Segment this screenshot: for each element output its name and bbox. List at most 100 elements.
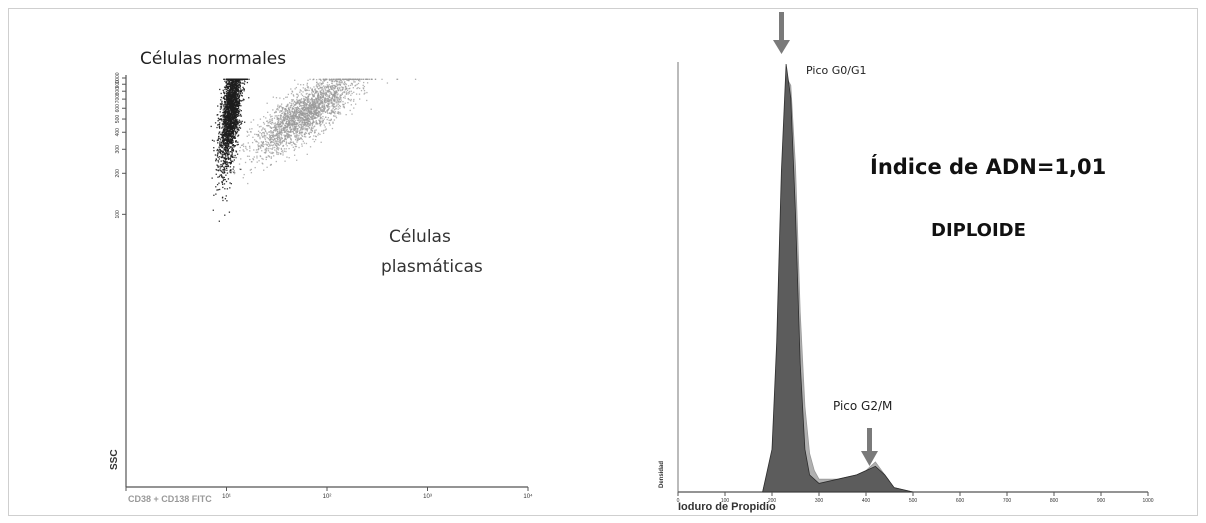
scatter-point [228,145,230,147]
scatter-point [234,119,236,121]
scatter-point [332,106,335,108]
scatter-point [287,107,290,110]
scatter-point [309,123,312,125]
scatter-point [317,107,319,109]
scatter-point [291,119,294,121]
scatter-point [297,139,299,142]
scatter-point [282,123,285,125]
scatter-point [333,86,335,89]
scatter-point [229,112,231,115]
scatter-point [223,161,225,163]
scatter-point [236,115,238,117]
scatter-point [366,78,369,80]
scatter-point [326,109,329,111]
scatter-point [233,93,235,95]
scatter-point [336,87,339,90]
scatter-point [233,156,235,159]
scatter-point [286,126,289,129]
scatter-point [296,123,299,125]
scatter-point [296,107,299,109]
scatter-point [225,152,227,154]
scatter-point [240,110,242,112]
scatter-point [335,117,338,119]
scatter-point [227,111,229,113]
scatter-point [239,127,242,129]
scatter-point [316,87,318,89]
scatter-point [303,116,305,119]
scatter-point [290,92,293,95]
scatter-point [213,194,215,196]
scatter-point [237,135,239,137]
scatter-point [244,78,246,80]
scatter-point [330,93,333,95]
scatter-point [233,103,235,105]
scatter-point [287,131,289,133]
scatter-point [286,156,288,158]
scatter-point [262,142,264,145]
scatter-point [231,96,233,99]
scatter-point [287,112,289,114]
scatter-point [217,176,219,178]
scatter-point [220,156,223,159]
scatter-point [320,84,322,86]
scatter-point [307,123,310,125]
scatter-point [272,147,274,149]
scatter-point [226,152,228,155]
scatter-point [230,154,232,156]
scatter-point [363,81,365,84]
scatter-point [314,138,317,141]
scatter-point [302,84,305,86]
scatter-point [323,99,325,101]
scatter-point [225,107,227,109]
scatter-point [232,136,234,138]
scatter-point [227,102,229,105]
scatter-point [335,96,337,98]
scatter-point [331,80,333,83]
scatter-point [337,86,339,89]
scatter-point [232,130,235,132]
scatter-point [226,165,228,167]
scatter-point [337,97,339,99]
scatter-point [237,86,240,88]
scatter-point [294,120,297,122]
scatter-point [295,103,297,105]
scatter-point [259,138,261,140]
scatter-point [226,114,229,116]
scatter-point [239,93,241,95]
scatter-point [316,99,318,101]
scatter-point [290,112,292,114]
scatter-point [322,91,325,93]
scatter-point [290,115,293,117]
scatter-point [225,84,227,87]
scatter-point [231,111,233,113]
scatter-point [325,94,327,97]
scatter-point [291,124,293,126]
scatter-point [219,108,222,110]
scatter-point [289,125,291,128]
scatter-point [226,122,228,125]
scatter-point [264,130,267,132]
scatter-point [291,116,293,119]
scatter-point [328,88,331,91]
scatter-point [234,115,236,117]
scatter-point [285,148,287,150]
scatter-point [236,103,239,105]
scatter-point [286,130,289,133]
scatter-point [229,150,232,153]
scatter-point [237,126,239,129]
scatter-point [308,132,310,134]
scatter-point [227,143,229,145]
scatter-point [235,105,237,107]
scatter-point [231,123,233,125]
scatter-point [259,155,262,158]
scatter-point [276,143,278,145]
scatter-point [315,100,318,102]
scatter-point [232,131,234,133]
scatter-point [283,128,285,130]
scatter-point [316,100,318,102]
scatter-point [359,78,361,80]
scatter-point [284,130,286,133]
scatter-point [226,83,228,85]
scatter-point [215,173,217,175]
scatter-point [308,123,310,125]
